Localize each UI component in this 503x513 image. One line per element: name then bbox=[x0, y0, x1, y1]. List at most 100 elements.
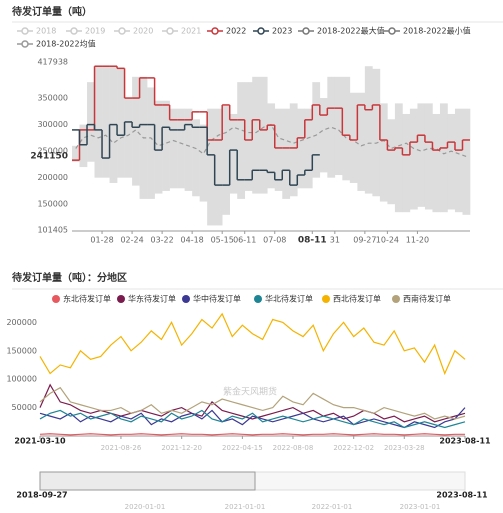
range-band bbox=[117, 68, 125, 178]
series-line bbox=[39, 407, 466, 429]
x-tick-label: 01-28 bbox=[90, 236, 113, 245]
legend-label[interactable]: 西北待发订单 bbox=[333, 294, 381, 304]
x-tick-label: 2021-03-10 bbox=[14, 437, 66, 446]
slider-axis-label: 2022-01-01 bbox=[312, 503, 353, 511]
y-tick-label: 250000 bbox=[37, 147, 68, 156]
legend-label[interactable]: 2023 bbox=[272, 27, 292, 36]
range-band bbox=[184, 108, 193, 191]
range-band bbox=[297, 108, 306, 189]
legend-icon[interactable] bbox=[118, 27, 126, 35]
y-tick-label: 300000 bbox=[37, 120, 68, 129]
legend-label[interactable]: 2021 bbox=[181, 27, 201, 36]
range-band bbox=[454, 108, 463, 213]
slider-start: 2018-09-27 bbox=[16, 491, 67, 500]
legend-icon[interactable] bbox=[52, 295, 60, 303]
y-tick-label: 101405 bbox=[37, 226, 68, 235]
range-band bbox=[237, 82, 246, 199]
range-band bbox=[289, 103, 298, 197]
x-tick-label: 31 bbox=[330, 236, 340, 245]
range-band bbox=[439, 103, 448, 213]
range-band bbox=[87, 82, 95, 162]
range-band bbox=[387, 119, 396, 205]
legend-label[interactable]: 2018-2022最小值 bbox=[403, 26, 471, 36]
legend-label[interactable]: 2019 bbox=[85, 27, 105, 36]
legend-icon[interactable] bbox=[254, 295, 262, 303]
range-band bbox=[334, 76, 343, 176]
range-band bbox=[72, 145, 80, 162]
slider-end: 2023-08-11 bbox=[436, 491, 488, 500]
range-band bbox=[432, 113, 441, 213]
range-band bbox=[447, 113, 456, 210]
chart-title: 待发订单量（吨）：分地区 bbox=[12, 271, 127, 284]
x-tick-label: 2022-12-02 bbox=[333, 444, 374, 452]
legend-label[interactable]: 2022 bbox=[226, 27, 246, 36]
range-band bbox=[252, 76, 261, 194]
range-band bbox=[192, 119, 200, 197]
range-band bbox=[162, 100, 170, 191]
range-band bbox=[417, 103, 426, 207]
legend-label[interactable]: 华中待发订单 bbox=[193, 294, 241, 304]
range-band bbox=[379, 103, 388, 202]
x-tick-label: 07-08 bbox=[263, 236, 286, 245]
range-band bbox=[154, 100, 163, 194]
legend-icon[interactable] bbox=[70, 27, 78, 35]
range-band bbox=[372, 68, 381, 197]
legend-label[interactable]: 东北待发订单 bbox=[63, 294, 111, 304]
legend-icon[interactable] bbox=[166, 27, 174, 35]
legend-icon[interactable] bbox=[182, 295, 190, 303]
legend-icon[interactable] bbox=[322, 295, 330, 303]
legend-icon[interactable] bbox=[257, 27, 265, 35]
series-line bbox=[39, 386, 466, 420]
range-band bbox=[124, 98, 133, 178]
legend-label[interactable]: 西南待发订单 bbox=[403, 294, 451, 304]
legend-label[interactable]: 华北待发订单 bbox=[265, 294, 313, 304]
y-tick-label: 200000 bbox=[6, 318, 37, 327]
x-tick-label: 05-15 bbox=[211, 236, 234, 245]
range-band bbox=[274, 108, 283, 191]
legend-icon[interactable] bbox=[302, 27, 310, 35]
x-tick-label: 02-24 bbox=[120, 236, 143, 245]
range-band bbox=[327, 76, 336, 178]
watermark: 紫金天风期货 bbox=[223, 386, 277, 398]
legend-icon[interactable] bbox=[388, 27, 396, 35]
series-line bbox=[39, 433, 465, 436]
range-band bbox=[214, 108, 223, 226]
legend-label[interactable]: 2018 bbox=[36, 27, 56, 36]
range-band bbox=[169, 108, 178, 189]
legend-icon[interactable] bbox=[21, 27, 29, 35]
legend-icon[interactable] bbox=[211, 27, 219, 35]
legend-icon[interactable] bbox=[117, 295, 125, 303]
range-band bbox=[349, 92, 358, 183]
range-band bbox=[304, 108, 313, 189]
slider-axis-label: 2023-01-01 bbox=[400, 503, 441, 511]
range-band bbox=[229, 113, 238, 194]
range-band bbox=[462, 108, 471, 215]
range-band bbox=[207, 108, 215, 226]
legend-label[interactable]: 2018-2022均值 bbox=[36, 39, 96, 49]
slider-window[interactable] bbox=[39, 471, 256, 491]
pointer-label: 241150 bbox=[30, 151, 68, 161]
range-band bbox=[147, 87, 155, 199]
legend-icon[interactable] bbox=[21, 40, 29, 48]
range-band bbox=[79, 124, 88, 168]
range-band bbox=[357, 92, 366, 191]
y-tick-label: 100000 bbox=[6, 375, 37, 384]
legend-label[interactable]: 2020 bbox=[133, 27, 153, 36]
x-tick-label: 2021-08-26 bbox=[101, 444, 142, 452]
legend-icon[interactable] bbox=[392, 295, 400, 303]
x-tick-label: 09-27 bbox=[353, 236, 376, 245]
x-tick-label: 11-20 bbox=[406, 236, 429, 245]
range-band bbox=[222, 106, 230, 215]
x-tick-label: 03-22 bbox=[150, 236, 173, 245]
x-tick-label: 08-11 bbox=[298, 236, 327, 246]
legend-label[interactable]: 2018-2022最大值 bbox=[317, 26, 385, 36]
y-tick-label: 350000 bbox=[37, 94, 68, 103]
y-tick-label: 150000 bbox=[6, 346, 37, 355]
range-band bbox=[409, 108, 418, 210]
x-tick-label: 2021-12-20 bbox=[161, 444, 202, 452]
range-band bbox=[267, 103, 276, 189]
legend-label[interactable]: 华东待发订单 bbox=[128, 294, 176, 304]
range-band bbox=[364, 66, 373, 194]
